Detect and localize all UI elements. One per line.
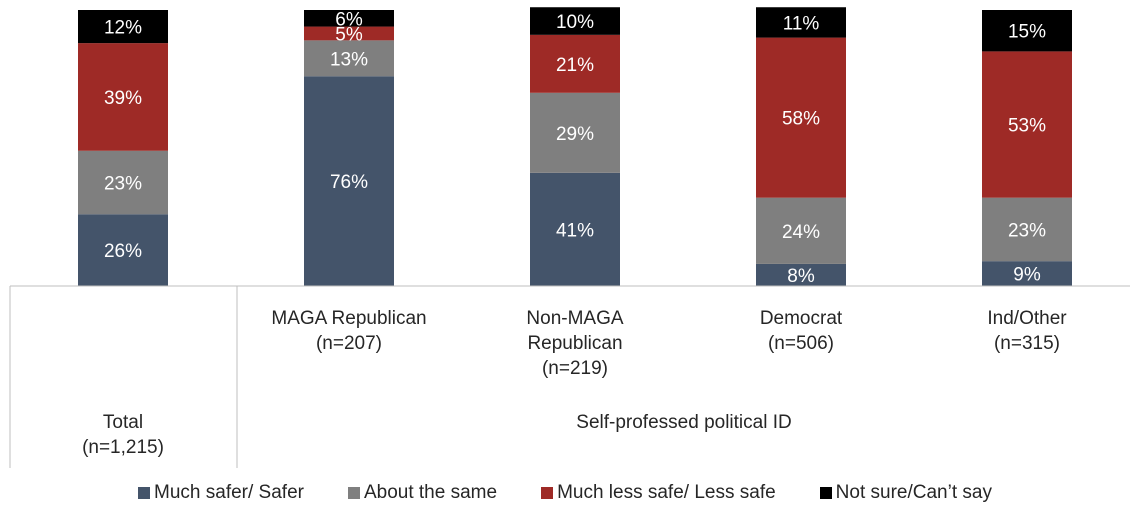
- bar-segment: [78, 150, 168, 215]
- data-label: 8%: [787, 266, 815, 287]
- bar-segment: [756, 197, 846, 264]
- category-label-line: (n=1,215): [82, 437, 164, 458]
- data-label: 24%: [782, 222, 820, 243]
- legend-label: About the same: [363, 482, 498, 503]
- bar-segment: [530, 7, 620, 35]
- legend-swatch: [541, 487, 554, 499]
- data-label: 41%: [556, 220, 594, 241]
- category-label: Total (n=1,215): [33, 410, 213, 460]
- data-label: 10%: [556, 12, 594, 33]
- category-label-line: (n=207): [315, 333, 383, 354]
- category-label: MAGA Republican (n=207): [259, 306, 439, 356]
- category-label: Ind/Other (n=315): [937, 306, 1117, 356]
- category-label-line: Total: [102, 412, 144, 433]
- data-label: 11%: [783, 13, 820, 34]
- category-label-line: Democrat: [759, 308, 843, 329]
- data-label: 6%: [335, 9, 363, 30]
- bar-segment: [982, 197, 1072, 262]
- category-label: Democrat (n=506): [711, 306, 891, 356]
- legend-item: Not sure/Can’t say: [819, 482, 992, 504]
- bar-segment: [982, 261, 1072, 286]
- data-label: 15%: [1008, 22, 1046, 43]
- legend: Much safer/ Safer About the same Much less…: [0, 482, 1130, 504]
- legend-label: Not sure/Can’t say: [835, 482, 992, 503]
- bar-segment: [756, 37, 846, 198]
- bar-segment: [304, 26, 394, 41]
- category-label: Non-MAGA Republican (n=219): [485, 306, 665, 381]
- data-label: 76%: [330, 172, 368, 193]
- bar-segment: [756, 7, 846, 38]
- data-label: 9%: [1013, 265, 1041, 286]
- bar-segment: [530, 172, 620, 286]
- data-label: 23%: [1008, 220, 1046, 241]
- category-label-line: Ind/Other: [987, 308, 1067, 329]
- bar-segment: [530, 34, 620, 93]
- bar-segment: [78, 43, 168, 151]
- data-label: 39%: [104, 88, 142, 109]
- data-label: 58%: [782, 109, 820, 130]
- bar-segment: [756, 263, 846, 286]
- data-label: 12%: [104, 18, 142, 39]
- data-label: 53%: [1008, 116, 1046, 137]
- bars-layer: 26% 23% 39% 12% 76% 13% 5%6% 41% 29% 21% 10% 8% 24% 5…: [78, 7, 1072, 287]
- category-label-line: (n=506): [767, 333, 835, 354]
- bar-segment: [982, 51, 1072, 198]
- legend-item: About the same: [347, 482, 498, 504]
- category-label-line: (n=219): [541, 358, 609, 379]
- data-label: 5%: [335, 24, 363, 45]
- data-label: 26%: [104, 241, 142, 262]
- legend-label: Much less safe/ Less safe: [557, 482, 776, 503]
- group-label: Self-professed political ID: [576, 412, 792, 433]
- data-label: 13%: [330, 49, 368, 70]
- data-label: 21%: [556, 55, 594, 76]
- legend-item: Much less safe/ Less safe: [541, 482, 776, 504]
- data-label: 29%: [556, 124, 594, 145]
- legend-label: Much safer/ Safer: [154, 482, 304, 503]
- bar-segment: [530, 92, 620, 173]
- bar-segment: [78, 10, 168, 44]
- legend-swatch: [819, 487, 832, 499]
- category-label-line: Non-MAGA: [526, 308, 624, 329]
- bar-segment: [78, 214, 168, 286]
- bar-segment: [304, 10, 394, 27]
- axes-layer: [9, 285, 1130, 468]
- legend-swatch: [347, 487, 360, 499]
- bar-segment: [304, 76, 394, 287]
- bar-segment: [982, 10, 1072, 52]
- bar-segment: [304, 40, 394, 77]
- category-label-line: (n=315): [993, 333, 1061, 354]
- category-label-line: MAGA Republican: [271, 308, 427, 329]
- legend-item: Much safer/ Safer: [138, 482, 304, 504]
- data-label: 23%: [104, 174, 142, 195]
- category-label-line: Republican: [527, 333, 623, 354]
- legend-swatch: [138, 487, 151, 499]
